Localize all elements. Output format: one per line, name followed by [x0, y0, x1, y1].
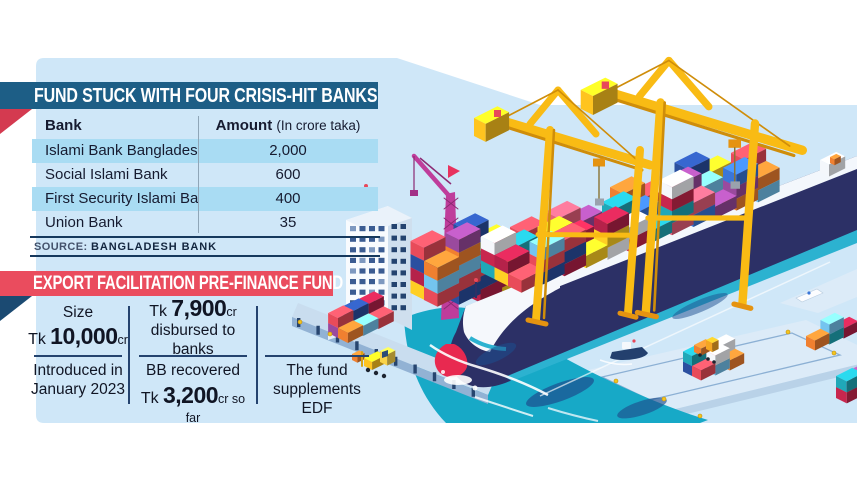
bank-table-title-ribbon: FUND STUCK WITH FOUR CRISIS-HIT BANKS [0, 82, 378, 109]
facts-divider [128, 306, 130, 404]
fact-disbursed: Tk 7,900cr disbursed to banks BB recover… [132, 295, 254, 428]
column-header-amount: Amount (In crore taka) [215, 117, 361, 134]
source-value: BANGLADESH BANK [91, 241, 217, 253]
dock-container-stacks [328, 291, 857, 404]
fund-note: The fund supplements EDF [273, 362, 361, 417]
small-boat-icon [795, 288, 824, 303]
table-row: Social Islami Bank 600 [32, 163, 378, 187]
disbursed-value: Tk 7,900cr [149, 295, 237, 322]
introduced: Introduced in January 2023 [31, 362, 125, 398]
port-vehicles [352, 336, 719, 379]
bollards [297, 319, 837, 419]
table-header: Bank Amount (In crore taka) [32, 112, 378, 139]
fact-size: Size Tk 10,000cr Introduced in January 2… [28, 300, 128, 400]
table-row: Union Bank 35 [32, 211, 378, 235]
water-details [429, 261, 831, 422]
table-row: First Security Islami Bank 400 [32, 187, 378, 211]
tug-boat-icon [599, 339, 648, 366]
gantry-cranes [474, 56, 807, 327]
recovered: BB recovered Tk 3,200cr so far [140, 362, 246, 425]
source-label: SOURCE: [34, 241, 88, 253]
bank-name: Social Islami Bank [45, 166, 168, 183]
bank-amount: 35 [279, 214, 297, 231]
fact-note: The fund supplements EDF [258, 300, 376, 419]
bank-name: Union Bank [45, 214, 123, 231]
bank-table-title: FUND STUCK WITH FOUR CRISIS-HIT BANKS [34, 84, 378, 107]
bank-amount: 2,000 [269, 142, 307, 159]
disbursed-caption: disbursed to banks [150, 322, 236, 359]
size-value: Tk 10,000cr [28, 323, 128, 350]
table-row: Islami Bank Bangladesh 2,000 [32, 139, 378, 163]
fact-rule [265, 355, 369, 357]
facts-divider [256, 306, 258, 404]
ship-hull [449, 156, 857, 388]
fund-facts: Size Tk 10,000cr Introduced in January 2… [0, 295, 382, 425]
fact-rule [139, 355, 247, 357]
fund-title: EXPORT FACILITATION PRE-FINANCE FUND [33, 273, 344, 294]
bank-table: Bank Amount (In crore taka) Islami Bank … [32, 112, 378, 235]
column-header-bank: Bank [45, 117, 82, 134]
bank-name: First Security Islami Bank [45, 190, 198, 207]
bank-name: Islami Bank Bangladesh [45, 142, 198, 159]
column-divider [198, 116, 199, 233]
source-line: SOURCE: BANGLADESH BANK [30, 236, 380, 257]
table-body: Islami Bank Bangladesh 2,000 Social Islami… [32, 139, 378, 235]
bank-amount: 400 [275, 190, 301, 207]
bank-amount: 600 [275, 166, 301, 183]
fund-title-ribbon: EXPORT FACILITATION PRE-FINANCE FUND [0, 271, 343, 296]
size-label: Size [62, 303, 94, 321]
fact-rule [34, 355, 122, 357]
